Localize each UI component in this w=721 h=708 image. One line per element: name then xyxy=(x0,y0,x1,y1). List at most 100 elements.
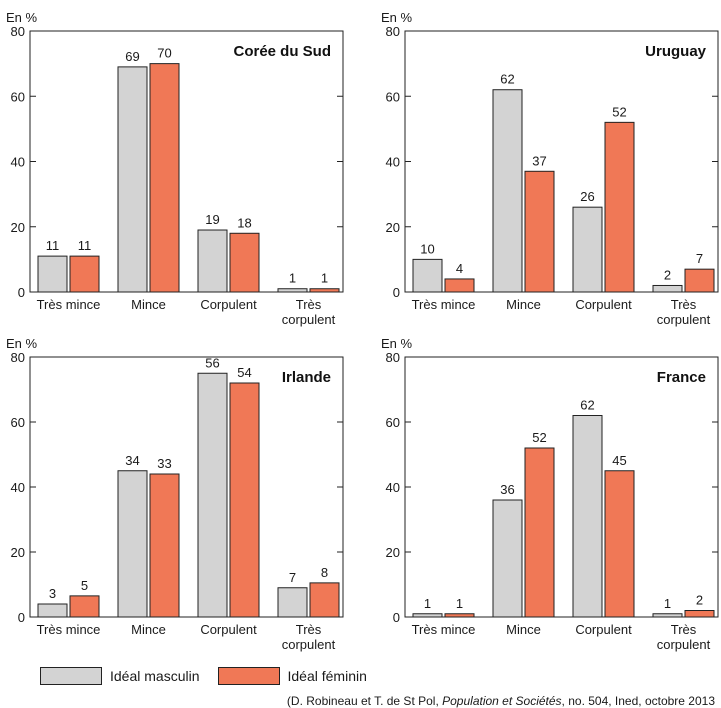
bar-feminin xyxy=(229,232,260,293)
category-label: Corpulent xyxy=(575,622,632,637)
data-label: 1 xyxy=(289,271,296,286)
data-label: 4 xyxy=(456,261,463,276)
bar-masculin xyxy=(412,258,443,293)
chart-title: France xyxy=(657,369,706,386)
y-unit-label: En % xyxy=(6,336,38,351)
legend-item-feminin: Idéal féminin xyxy=(217,667,367,685)
data-label: 18 xyxy=(237,215,251,230)
source-suffix: , no. 504, Ined, octobre 2013 xyxy=(561,694,715,708)
bar-masculin xyxy=(117,470,148,618)
bar-feminin xyxy=(149,63,180,293)
bar-masculin xyxy=(277,587,308,618)
category-label: Corpulent xyxy=(200,297,257,312)
data-label: 62 xyxy=(500,72,514,87)
y-tick-label: 0 xyxy=(393,285,400,300)
y-tick-label: 20 xyxy=(11,220,25,235)
y-tick-label: 0 xyxy=(18,285,25,300)
y-tick-label: 20 xyxy=(386,545,400,560)
category-label: Mince xyxy=(131,622,166,637)
category-label: Très xyxy=(296,622,322,637)
category-label: Mince xyxy=(506,622,541,637)
category-label: Mince xyxy=(131,297,166,312)
category-label: corpulent xyxy=(657,312,711,327)
y-unit-label: En % xyxy=(381,10,413,25)
bar-feminin xyxy=(309,288,340,293)
bar-masculin xyxy=(652,613,683,618)
bar-feminin xyxy=(604,470,635,618)
chart-title: Uruguay xyxy=(645,43,707,60)
bar-feminin xyxy=(604,121,635,293)
data-label: 11 xyxy=(78,238,92,253)
y-tick-label: 60 xyxy=(386,415,400,430)
bar-masculin xyxy=(37,603,68,618)
data-label: 36 xyxy=(500,482,514,497)
y-tick-label: 60 xyxy=(386,89,400,104)
source-citation: (D. Robineau et T. de St Pol, Population… xyxy=(287,694,715,708)
y-tick-label: 20 xyxy=(386,220,400,235)
y-tick-label: 80 xyxy=(11,350,25,365)
data-label: 7 xyxy=(289,570,296,585)
bar-feminin xyxy=(69,595,100,618)
data-label: 69 xyxy=(125,49,139,64)
y-tick-label: 20 xyxy=(11,545,25,560)
category-label: Très xyxy=(296,297,322,312)
chart-title: Corée du Sud xyxy=(233,43,331,60)
bar-masculin xyxy=(492,89,523,293)
data-label: 11 xyxy=(46,238,60,253)
data-label: 26 xyxy=(580,189,594,204)
y-tick-label: 80 xyxy=(11,24,25,39)
legend-item-masculin: Idéal masculin xyxy=(40,667,200,685)
legend-label-feminin: Idéal féminin xyxy=(287,668,367,684)
data-label: 52 xyxy=(612,104,626,119)
data-label: 70 xyxy=(157,46,171,61)
legend: Idéal masculin Idéal féminin xyxy=(40,667,367,685)
legend-label-masculin: Idéal masculin xyxy=(110,668,200,684)
data-label: 10 xyxy=(420,241,434,256)
data-label: 52 xyxy=(532,430,546,445)
y-tick-label: 40 xyxy=(11,480,25,495)
bar-feminin xyxy=(309,582,340,618)
chart-title: Irlande xyxy=(282,369,331,386)
data-label: 7 xyxy=(696,251,703,266)
bar-masculin xyxy=(197,372,228,618)
data-label: 62 xyxy=(580,398,594,413)
bar-masculin xyxy=(412,613,443,618)
bar-masculin xyxy=(492,499,523,618)
y-tick-label: 40 xyxy=(386,155,400,170)
data-label: 1 xyxy=(456,596,463,611)
category-label: corpulent xyxy=(282,637,336,652)
data-label: 8 xyxy=(321,565,328,580)
data-label: 1 xyxy=(664,596,671,611)
y-unit-label: En % xyxy=(381,336,413,351)
y-tick-label: 0 xyxy=(18,610,25,625)
data-label: 33 xyxy=(157,456,171,471)
bar-feminin xyxy=(444,278,475,293)
category-label: corpulent xyxy=(282,312,336,327)
source-journal: Population et Sociétés xyxy=(442,694,562,708)
data-label: 2 xyxy=(664,267,671,282)
category-label: Mince xyxy=(506,297,541,312)
y-tick-label: 80 xyxy=(386,24,400,39)
legend-swatch-feminin xyxy=(217,667,280,685)
bar-masculin xyxy=(652,284,683,293)
y-tick-label: 40 xyxy=(386,480,400,495)
data-label: 56 xyxy=(205,355,219,370)
y-tick-label: 80 xyxy=(386,350,400,365)
category-label: Corpulent xyxy=(575,297,632,312)
y-tick-label: 0 xyxy=(393,610,400,625)
bar-feminin xyxy=(69,255,100,293)
data-label: 3 xyxy=(49,586,56,601)
bar-feminin xyxy=(149,473,180,618)
y-unit-label: En % xyxy=(6,10,38,25)
bar-masculin xyxy=(117,66,148,293)
bar-masculin xyxy=(572,415,603,618)
bar-masculin xyxy=(197,229,228,293)
plot-frame xyxy=(404,356,719,618)
data-label: 34 xyxy=(125,453,139,468)
bar-feminin xyxy=(684,268,715,293)
category-label: Corpulent xyxy=(200,622,257,637)
category-label: Très mince xyxy=(37,297,101,312)
bar-feminin xyxy=(524,170,555,293)
category-label: corpulent xyxy=(657,637,711,652)
category-label: Très xyxy=(671,297,697,312)
